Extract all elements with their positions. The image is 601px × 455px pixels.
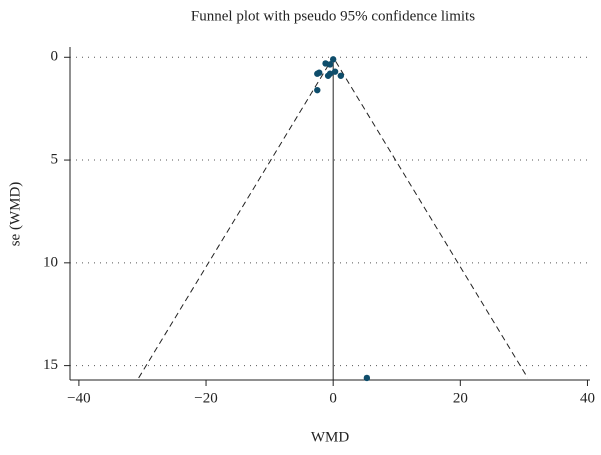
point: [315, 69, 323, 76]
y-axis-label: se (WMD): [7, 182, 23, 247]
point: [329, 56, 337, 63]
y-tick-label: 15: [43, 357, 58, 373]
x-tick-label: −40: [67, 390, 90, 406]
point: [314, 86, 321, 94]
point: [326, 61, 334, 68]
point: [337, 72, 345, 79]
y-tick-label: 0: [51, 49, 59, 65]
x-axis-label: WMD: [311, 429, 349, 445]
x-tick-label: −20: [194, 390, 217, 406]
point: [326, 70, 334, 77]
point: [331, 68, 339, 75]
x-tick-label: 40: [580, 390, 595, 406]
x-tick-label: 0: [329, 390, 337, 406]
x-tick-label: 20: [453, 390, 468, 406]
chart-title: Funnel plot with pseudo 95% confidence l…: [191, 8, 475, 24]
y-tick-label: 5: [51, 151, 59, 167]
y-tick-label: 10: [43, 254, 58, 270]
point: [363, 374, 371, 382]
